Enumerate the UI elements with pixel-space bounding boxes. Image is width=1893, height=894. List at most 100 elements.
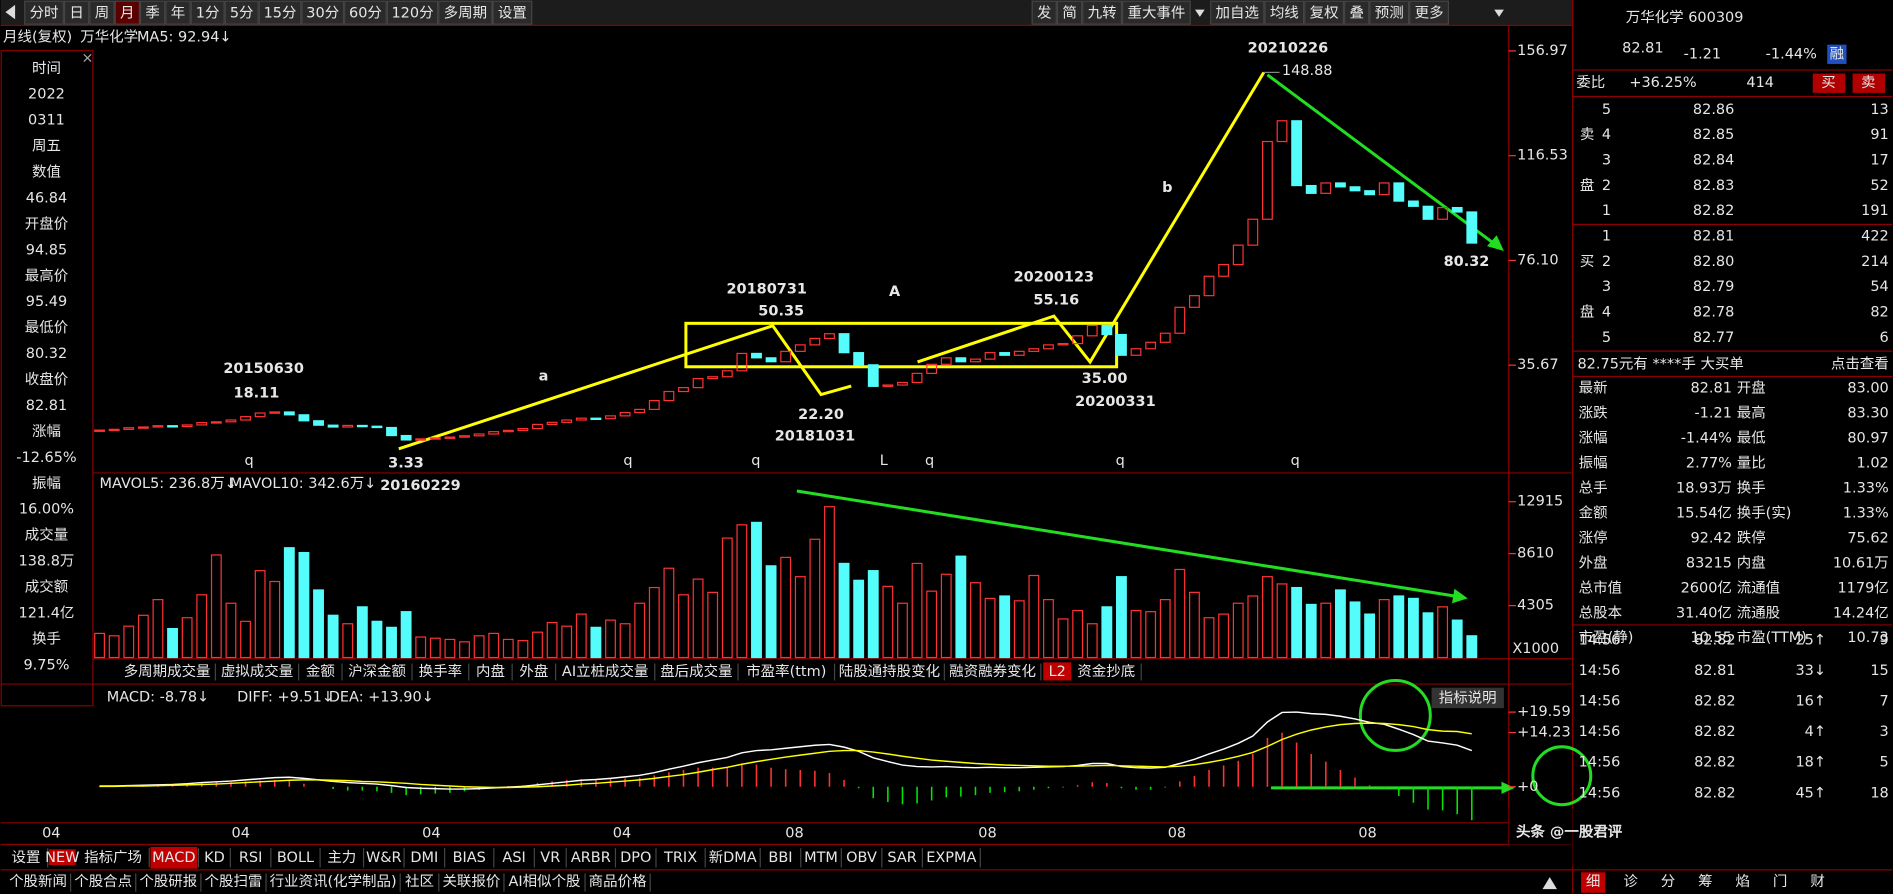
indicator-tab[interactable]: BOLL <box>277 850 314 866</box>
indicator-tab[interactable]: VR <box>540 850 560 866</box>
toolbar-label[interactable]: 5分 <box>230 4 254 21</box>
indicator-tab[interactable]: 指标广场 <box>84 849 142 866</box>
indicator-tab[interactable]: 市盈率(ttm) <box>746 663 826 680</box>
toolbar-button[interactable] <box>165 0 191 25</box>
toolbar-button[interactable] <box>139 0 166 25</box>
toolbar-button[interactable] <box>344 0 387 25</box>
indicator-tab[interactable]: MACD <box>152 850 195 866</box>
toolbar-label[interactable]: 复权 <box>1310 3 1339 21</box>
back-icon[interactable] <box>5 4 16 20</box>
toolbar-label[interactable]: 月 <box>120 5 134 21</box>
toolbar-label[interactable]: 重大事件 <box>1127 4 1185 21</box>
indicator-tab[interactable]: DMI <box>410 850 438 866</box>
news-tab[interactable]: 个股合点 <box>74 873 132 890</box>
indicator-tab[interactable]: 设置 <box>11 849 40 866</box>
toolbar-button[interactable] <box>492 0 533 25</box>
indicator-tab[interactable]: SAR <box>887 850 916 866</box>
news-tab[interactable]: AI相似个股 <box>508 873 580 890</box>
indicator-tab[interactable]: 多周期成交量 <box>124 662 211 680</box>
toolbar-label[interactable]: 60分 <box>349 4 382 21</box>
toolbar-label[interactable]: 季 <box>145 4 159 21</box>
toolbar-label[interactable]: 1分 <box>196 4 220 21</box>
indicator-tab[interactable]: 换手率 <box>419 663 462 680</box>
toolbar-button[interactable] <box>224 0 259 25</box>
news-tab[interactable]: 个股扫雷 <box>205 873 263 890</box>
toolbar-label[interactable]: 120分 <box>391 4 433 21</box>
toolbar-label[interactable]: 预测 <box>1375 4 1404 21</box>
indicator-tab[interactable]: 沪深金额 <box>348 663 406 680</box>
indicator-tab[interactable]: 外盘 <box>519 662 548 680</box>
indicator-tab[interactable]: BBI <box>768 850 792 866</box>
indicator-tab[interactable]: RSI <box>239 850 263 866</box>
toolbar-label[interactable]: 分时 <box>30 4 59 21</box>
indicator-tab[interactable]: W&R <box>366 850 402 866</box>
buy-button[interactable]: 买 <box>1821 74 1835 91</box>
indicator-tab[interactable]: L2 <box>1049 664 1066 680</box>
indicator-tab[interactable]: 内盘 <box>476 662 505 680</box>
toolbar-label[interactable]: 30分 <box>306 4 339 21</box>
toolbar-label[interactable]: 更多 <box>1415 4 1444 21</box>
toolbar-label[interactable]: 多周期 <box>444 4 487 21</box>
help-button-bg[interactable] <box>1431 687 1504 709</box>
sell-button-bg[interactable] <box>1852 73 1886 93</box>
indicator-tab[interactable]: 新DMA <box>709 849 757 866</box>
indicator-tab[interactable]: 盘后成交量 <box>660 662 732 680</box>
indicator-tab[interactable]: ARBR <box>571 850 611 866</box>
toolbar-button[interactable] <box>24 0 64 25</box>
indicator-tab[interactable]: 金额 <box>306 663 335 680</box>
indicator-tab[interactable]: 虚拟成交量 <box>221 662 293 680</box>
news-tab[interactable]: 商品价格 <box>589 873 647 890</box>
toolbar-button[interactable] <box>63 0 90 25</box>
toolbar-label[interactable]: 周 <box>95 5 109 21</box>
news-tab[interactable]: 个股研报 <box>139 873 197 890</box>
indicator-tab[interactable]: KD <box>204 850 225 866</box>
toolbar-button[interactable] <box>1304 0 1345 25</box>
panel-tab[interactable]: 门 <box>1773 873 1787 890</box>
up-icon[interactable] <box>1542 877 1557 890</box>
indicator-tab[interactable]: DPO <box>620 850 651 866</box>
big-order-link[interactable]: 点击查看 <box>1831 355 1889 372</box>
indicator-tab[interactable]: OBV <box>846 850 877 866</box>
toolbar-label[interactable]: 加自选 <box>1216 4 1259 21</box>
toolbar-button[interactable] <box>1056 0 1083 25</box>
news-tab[interactable]: 个股新闻 <box>9 873 67 890</box>
toolbar-label[interactable]: 简 <box>1062 4 1076 21</box>
toolbar-button[interactable] <box>1122 0 1191 25</box>
indicator-tab[interactable]: EXPMA <box>926 850 976 866</box>
toolbar-label[interactable]: 设置 <box>498 4 527 21</box>
toolbar-button[interactable] <box>1082 0 1123 25</box>
toolbar-button[interactable] <box>114 0 140 25</box>
toolbar-button[interactable] <box>258 0 302 25</box>
panel-tab[interactable]: 财 <box>1810 873 1824 890</box>
indicator-tab[interactable]: 融资融券变化 <box>949 663 1036 680</box>
toolbar-label[interactable]: 年 <box>171 4 185 21</box>
toolbar-button[interactable] <box>1264 0 1305 25</box>
sell-button[interactable]: 卖 <box>1861 74 1875 91</box>
toolbar-button[interactable] <box>190 0 225 25</box>
dropdown-icon[interactable] <box>1494 9 1504 17</box>
indicator-tab[interactable]: 资金抄底 <box>1077 663 1135 680</box>
close-icon[interactable] <box>83 53 92 62</box>
toolbar-button[interactable] <box>1369 0 1410 25</box>
toolbar-label[interactable]: 叠 <box>1349 4 1363 21</box>
toolbar-label[interactable]: 日 <box>69 5 83 21</box>
toolbar-button[interactable] <box>89 0 115 25</box>
indicator-tab[interactable]: TRIX <box>663 850 697 866</box>
panel-tab[interactable]: 诊 <box>1623 873 1638 890</box>
toolbar-button[interactable] <box>1409 0 1449 25</box>
toolbar-button[interactable] <box>1344 0 1370 25</box>
panel-tab[interactable]: 细 <box>1586 873 1600 890</box>
toolbar-label[interactable]: 发 <box>1037 4 1051 21</box>
indicator-tab[interactable]: ASI <box>502 850 525 866</box>
indicator-tab[interactable]: BIAS <box>453 850 486 866</box>
news-tab[interactable]: 行业资讯(化学制品) <box>270 873 397 890</box>
help-button[interactable]: 指标说明 <box>1439 690 1497 707</box>
buy-button-bg[interactable] <box>1812 73 1846 93</box>
toolbar-button[interactable] <box>301 0 345 25</box>
dropdown-icon[interactable] <box>1195 9 1205 17</box>
panel-tab[interactable]: 分 <box>1661 873 1675 890</box>
panel-tab[interactable]: 焰 <box>1736 873 1750 890</box>
news-tab[interactable]: 社区 <box>405 873 434 890</box>
toolbar-button[interactable] <box>1031 0 1057 25</box>
toolbar-label[interactable]: 均线 <box>1270 4 1299 21</box>
